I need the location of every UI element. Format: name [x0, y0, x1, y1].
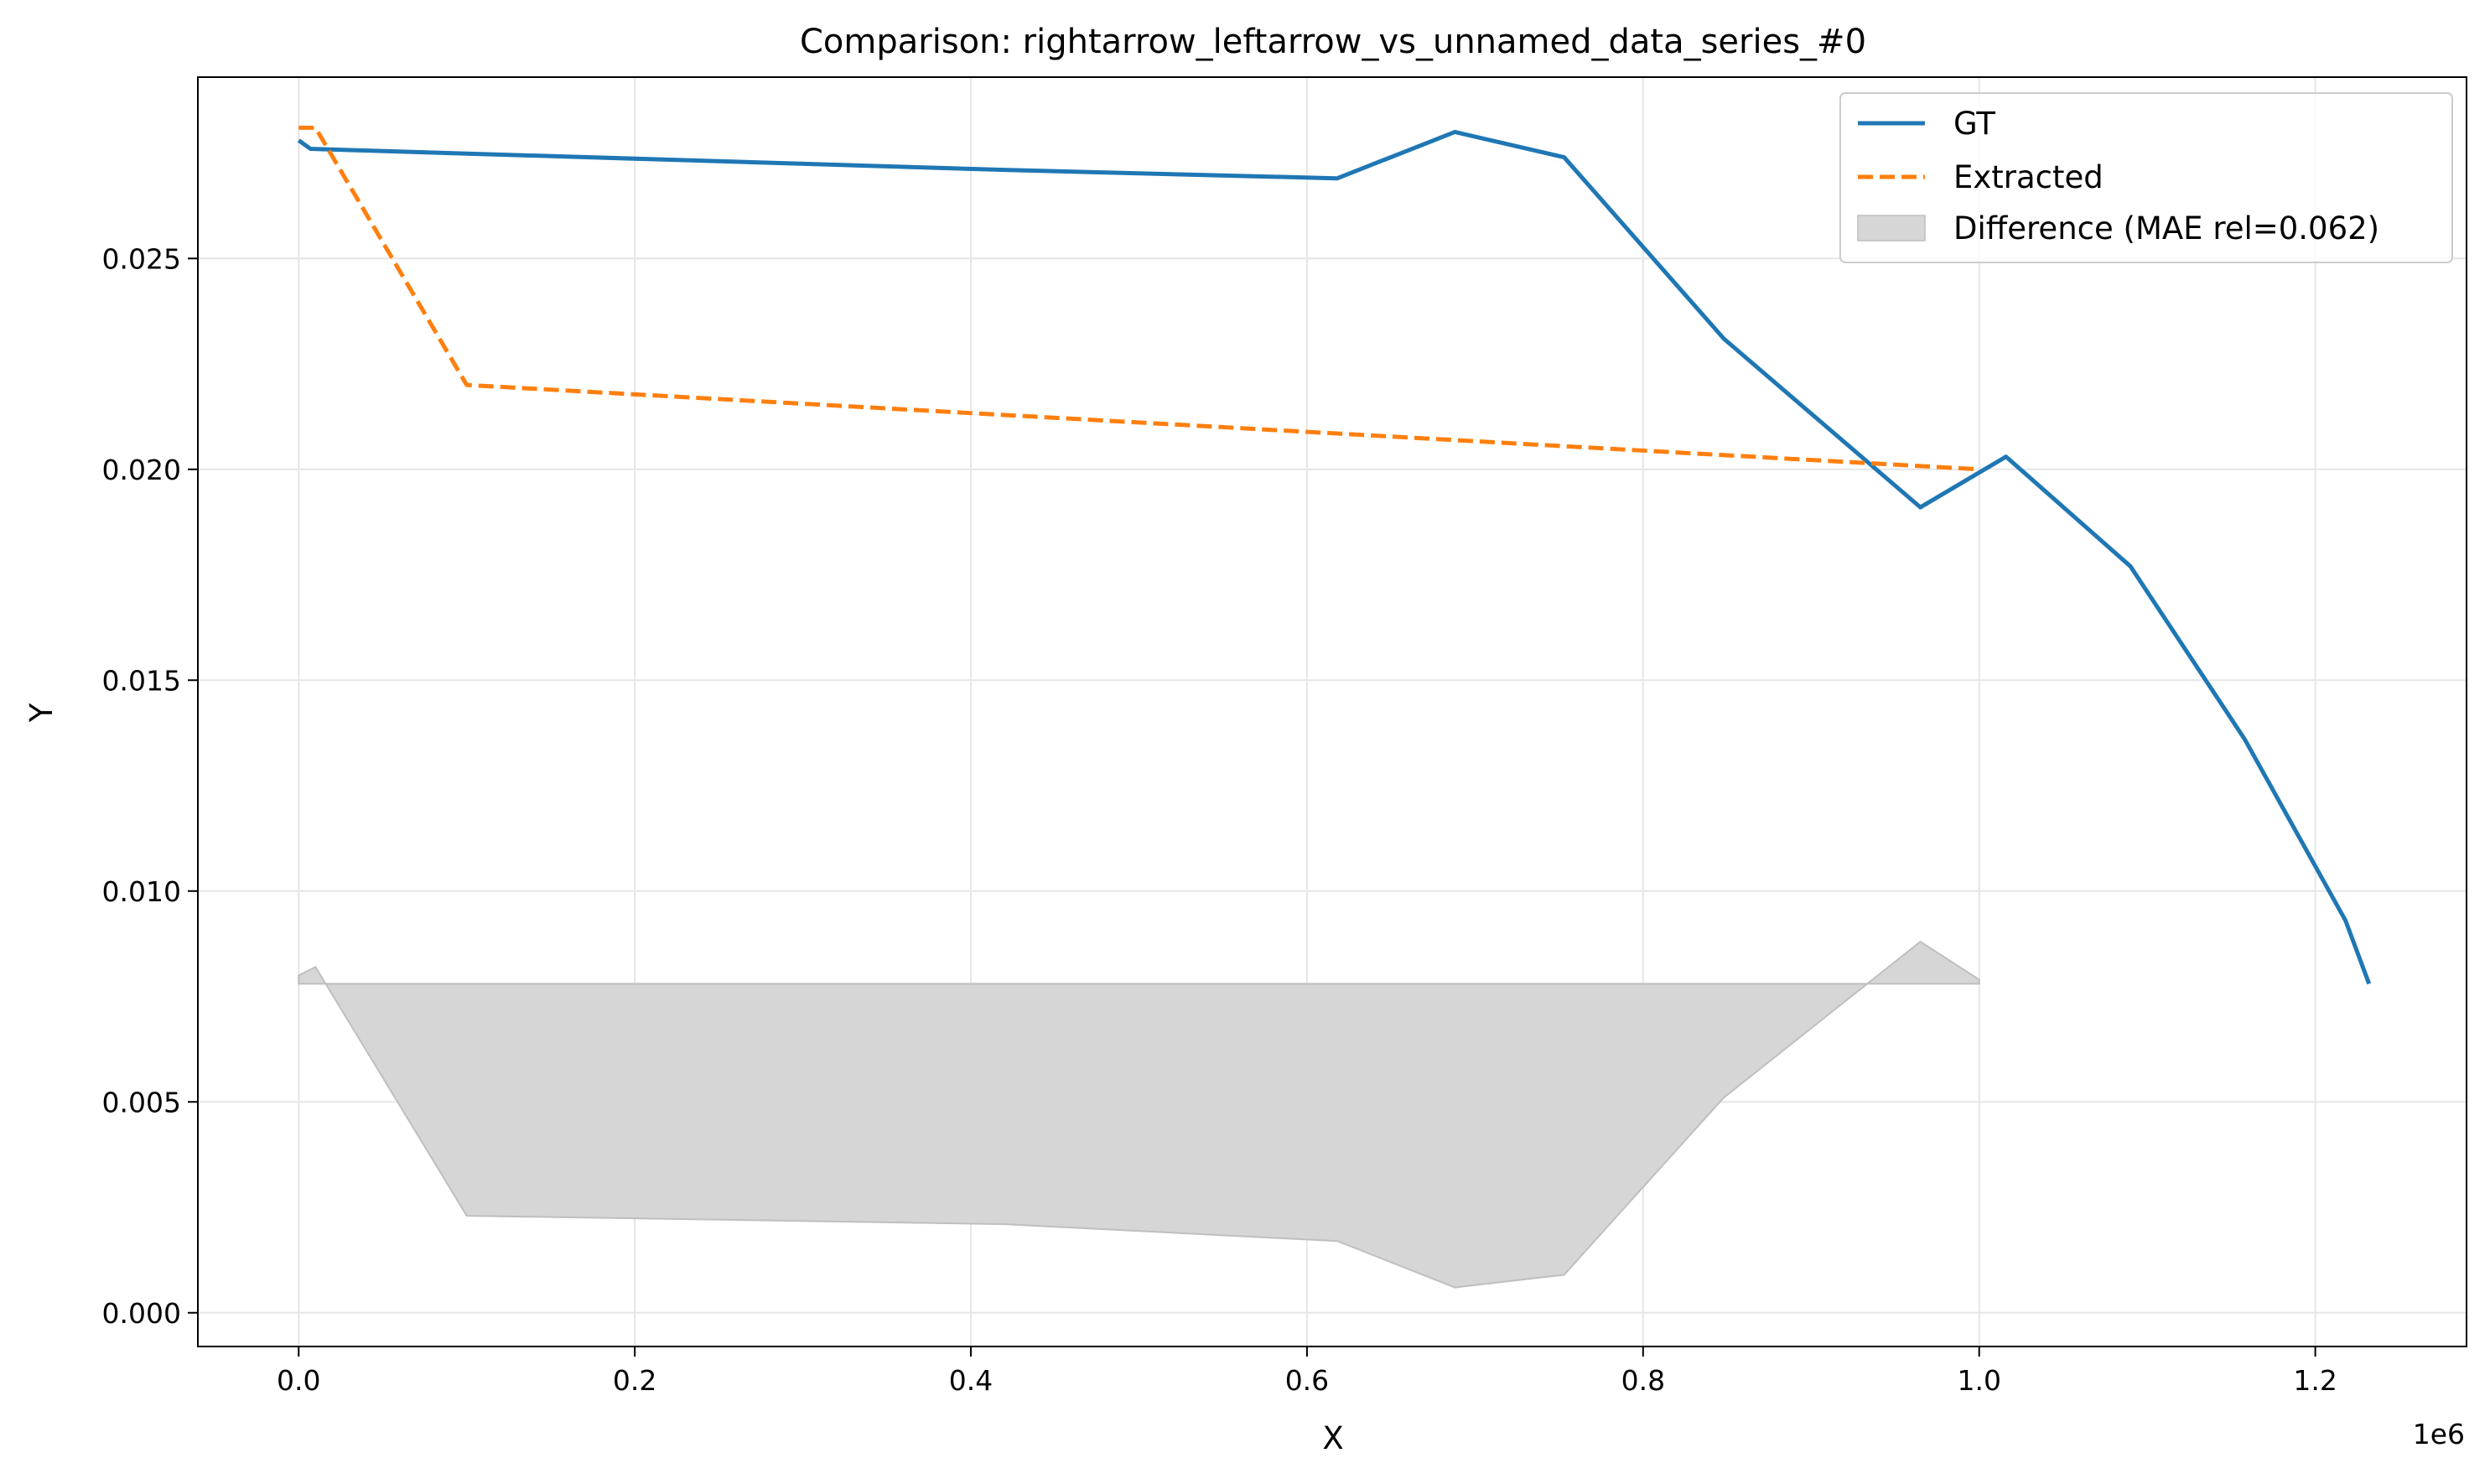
- x-tick-label: 0.4: [949, 1364, 993, 1397]
- x-tick-label: 0.2: [613, 1364, 656, 1397]
- y-tick-label: 0.010: [102, 875, 181, 908]
- x-axis-offset-label: 1e6: [2413, 1418, 2465, 1450]
- axis-ticks: 0.0 0.2 0.4 0.6 0.8 1.0 1.2 0.000 0.005 0.010 0.01…: [102, 242, 2337, 1397]
- gt-series-line: [297, 129, 2372, 985]
- y-axis-label: Y: [23, 703, 60, 723]
- legend-difference-label: Difference (MAE rel=0.062): [1953, 210, 2379, 246]
- y-tick-label: 0.015: [102, 664, 181, 697]
- legend-frame: [1839, 92, 2453, 263]
- legend-gt-label: GT: [1953, 106, 1995, 142]
- x-axis-label: X: [1322, 1420, 1343, 1456]
- x-tick-label: 1.2: [2293, 1364, 2337, 1397]
- legend-extracted-label: Extracted: [1953, 159, 2104, 195]
- legend-difference-swatch: [1857, 215, 1926, 241]
- extracted-series-line: [298, 125, 1979, 472]
- legend: GT Extracted Difference (MAE rel=0.062): [1839, 92, 2453, 263]
- y-tick-label: 0.005: [102, 1086, 181, 1118]
- difference-area-layer: [298, 940, 1980, 1289]
- difference-area: [298, 940, 1980, 1289]
- x-tick-label: 1.0: [1957, 1364, 2000, 1397]
- y-tick-label: 0.020: [102, 454, 181, 486]
- chart-title: Comparison: rightarrow_leftarrow_vs_unna…: [800, 23, 1866, 61]
- x-tick-label: 0.8: [1621, 1364, 1665, 1397]
- x-tick-label: 0.6: [1285, 1364, 1329, 1397]
- y-tick-label: 0.000: [102, 1297, 181, 1330]
- plot-frame: [197, 76, 2467, 1347]
- y-tick-label: 0.025: [102, 242, 181, 275]
- x-tick-label: 0.0: [277, 1364, 320, 1397]
- series-lines-layer: [297, 125, 2372, 985]
